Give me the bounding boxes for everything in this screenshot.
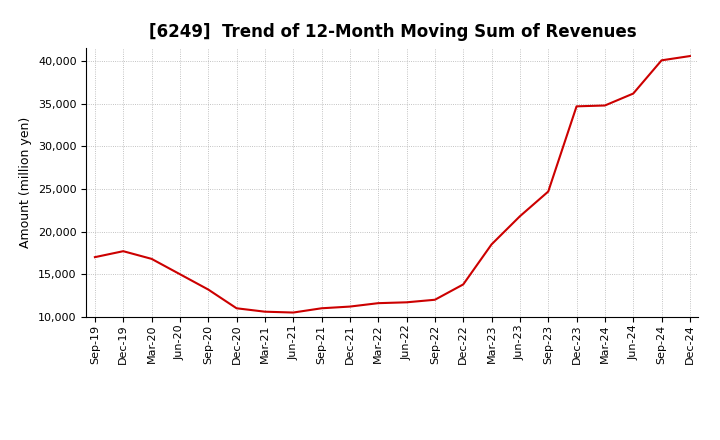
Title: [6249]  Trend of 12-Month Moving Sum of Revenues: [6249] Trend of 12-Month Moving Sum of R… xyxy=(148,23,636,41)
Y-axis label: Amount (million yen): Amount (million yen) xyxy=(19,117,32,248)
